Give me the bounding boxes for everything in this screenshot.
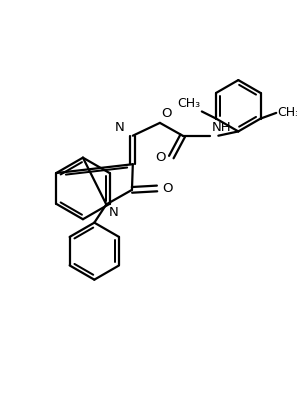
Text: N: N: [109, 206, 119, 219]
Text: O: O: [162, 182, 173, 195]
Text: N: N: [115, 121, 125, 134]
Text: O: O: [161, 107, 172, 120]
Text: NH: NH: [212, 121, 232, 134]
Text: CH₃: CH₃: [177, 97, 200, 110]
Text: O: O: [156, 151, 166, 164]
Text: CH₃: CH₃: [278, 106, 297, 119]
